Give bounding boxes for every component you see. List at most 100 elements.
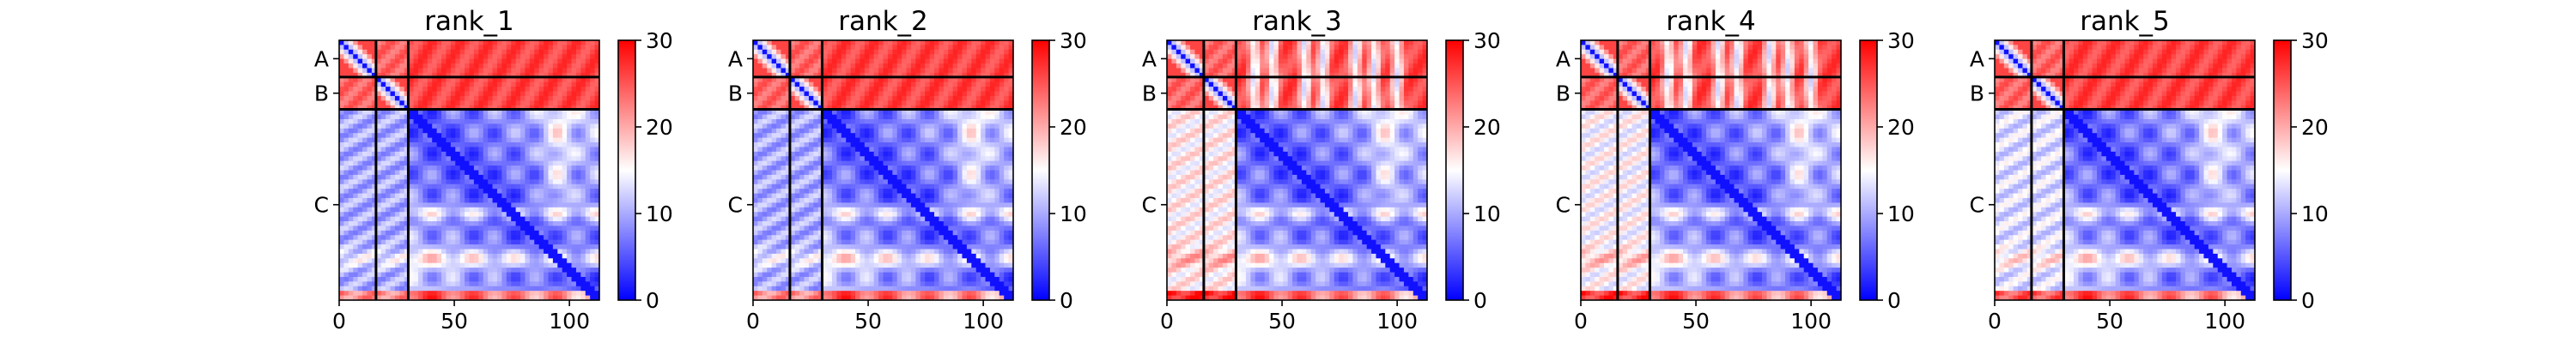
heatmap-cell <box>934 68 939 74</box>
heatmap-cell <box>525 276 531 282</box>
heatmap-cell <box>771 63 777 69</box>
heatmap-cell <box>771 77 777 83</box>
heatmap-cell <box>492 286 498 292</box>
heatmap-cell <box>580 81 586 87</box>
heatmap-cell <box>1004 184 1009 190</box>
heatmap-cell <box>799 156 805 162</box>
heatmap-cell <box>548 184 554 190</box>
heatmap-cell <box>483 100 489 106</box>
heatmap-cell <box>404 87 410 92</box>
heatmap-cell <box>465 193 470 199</box>
heatmap-cell <box>580 68 586 74</box>
heatmap-cell <box>915 100 921 106</box>
heatmap-cell <box>529 118 535 124</box>
heatmap-cell <box>580 244 586 250</box>
heatmap-cell <box>878 151 884 157</box>
heatmap-cell <box>394 95 400 101</box>
heatmap-cell <box>896 40 902 45</box>
heatmap-cell <box>957 114 963 120</box>
heatmap-cell <box>459 110 465 115</box>
heatmap-cell <box>1004 68 1009 74</box>
heatmap-cell <box>948 77 954 83</box>
heatmap-cell <box>794 58 800 64</box>
heatmap-cell <box>590 77 595 83</box>
heatmap-cell <box>966 156 972 162</box>
heatmap-cell <box>925 54 931 60</box>
heatmap-cell <box>339 54 344 60</box>
heatmap-cell <box>496 133 502 139</box>
heatmap-cell <box>567 58 572 64</box>
heatmap-cell <box>985 87 991 92</box>
heatmap-cell <box>753 91 758 97</box>
heatmap-cell <box>492 291 498 296</box>
heatmap-cell <box>446 244 452 250</box>
heatmap-cell <box>1008 45 1014 51</box>
heatmap-cell <box>804 156 810 162</box>
heatmap-cell <box>925 123 931 129</box>
heatmap-cell <box>850 40 856 45</box>
heatmap-cell <box>590 235 595 241</box>
heatmap-cell <box>920 179 926 185</box>
heatmap-cell <box>478 276 484 282</box>
heatmap-cell <box>525 202 531 208</box>
heatmap-cell <box>585 179 591 185</box>
heatmap-cell <box>846 58 852 64</box>
heatmap-cell <box>409 58 414 64</box>
heatmap-cell <box>575 207 581 213</box>
heatmap-cell <box>902 174 907 180</box>
heatmap-cell <box>432 128 438 134</box>
heatmap-cell <box>371 77 377 83</box>
heatmap-cell <box>380 160 386 166</box>
heatmap-cell <box>567 276 572 282</box>
heatmap-cell <box>399 184 405 190</box>
heatmap-cell <box>836 100 842 106</box>
heatmap-cell <box>455 174 461 180</box>
heatmap-cell <box>794 147 800 153</box>
heatmap-cell <box>776 189 781 194</box>
heatmap-cell <box>427 100 433 106</box>
heatmap-cell <box>580 105 586 111</box>
heatmap-cell <box>1008 110 1014 115</box>
heatmap-cell <box>422 202 428 208</box>
heatmap-cell <box>753 128 758 134</box>
heatmap-cell <box>957 49 963 55</box>
heatmap-cell <box>785 58 791 64</box>
heatmap-cell <box>925 40 931 45</box>
heatmap-cell <box>348 91 354 97</box>
heatmap-cell <box>450 133 456 139</box>
heatmap-cell <box>771 110 777 115</box>
heatmap-cell <box>948 170 954 176</box>
heatmap-cell <box>962 137 968 143</box>
heatmap-cell <box>552 123 558 129</box>
heatmap-cell <box>488 128 493 134</box>
heatmap-cell <box>552 170 558 176</box>
heatmap-cell <box>469 230 475 236</box>
heatmap-cell <box>376 100 382 106</box>
heatmap-cell <box>585 276 591 282</box>
heatmap-cell <box>362 123 368 129</box>
heatmap-cell <box>413 160 419 166</box>
heatmap-cell <box>925 174 931 180</box>
heatmap-cell <box>864 68 870 74</box>
heatmap-cell <box>864 123 870 129</box>
heatmap-cell <box>399 291 405 296</box>
heatmap-cell <box>483 49 489 55</box>
heatmap-cell <box>562 114 568 120</box>
heatmap-cell <box>488 253 493 259</box>
heatmap-cell <box>501 197 507 203</box>
heatmap-cell <box>478 40 484 45</box>
heatmap-cell <box>860 72 866 78</box>
heatmap-cell <box>952 45 958 51</box>
heatmap-cell <box>557 268 563 273</box>
heatmap-cell <box>971 110 977 115</box>
heatmap-cell <box>534 295 540 301</box>
heatmap-cell <box>506 58 512 64</box>
heatmap-cell <box>515 133 521 139</box>
heatmap-cell <box>496 151 502 157</box>
heatmap-cell <box>488 226 493 232</box>
heatmap-cell <box>469 45 475 51</box>
heatmap-cell <box>962 184 968 190</box>
heatmap-cell <box>339 114 344 120</box>
heatmap-cell <box>390 197 396 203</box>
heatmap-cell <box>1004 58 1009 64</box>
